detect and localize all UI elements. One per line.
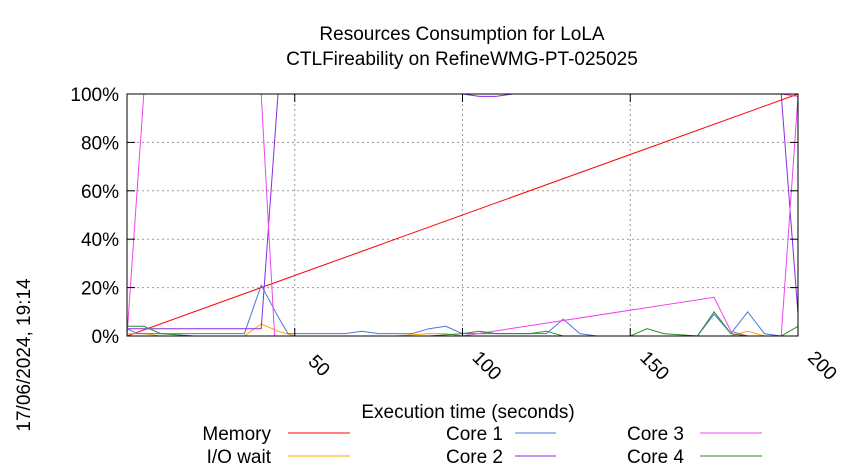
y-tick-label: 60% — [81, 182, 119, 203]
legend-label: I/O wait — [207, 447, 272, 468]
ticks: 0% 20% 40% 60% 80% 100% 50 100 150 200 — [70, 85, 840, 385]
legend-label: Core 4 — [627, 447, 684, 468]
x-tick-label: 50 — [304, 351, 334, 381]
series-line-core-1 — [126, 283, 798, 337]
timestamp-label: 17/06/2024, 19:14 — [14, 278, 35, 432]
grid — [127, 94, 798, 336]
chart-subtitle: CTLFireability on RefineWMG-PT-025025 — [286, 49, 638, 70]
legend-label: Core 1 — [446, 424, 503, 445]
series-line-memory — [126, 93, 799, 337]
y-tick-label: 100% — [70, 85, 119, 106]
legend-label: Memory — [202, 424, 271, 445]
x-tick-label: 200 — [803, 347, 840, 384]
x-tick-label: 100 — [468, 347, 505, 384]
y-tick-label: 0% — [92, 327, 120, 348]
chart-title: Resources Consumption for LoLA — [319, 24, 604, 45]
y-tick-label: 80% — [81, 133, 119, 154]
x-tick-label: 150 — [636, 347, 673, 384]
y-tick-label: 20% — [81, 279, 119, 300]
legend-label: Core 3 — [627, 424, 684, 445]
y-tick-label: 40% — [81, 230, 119, 251]
legend-label: Core 2 — [446, 447, 503, 468]
x-axis-label: Execution time (seconds) — [361, 402, 574, 423]
